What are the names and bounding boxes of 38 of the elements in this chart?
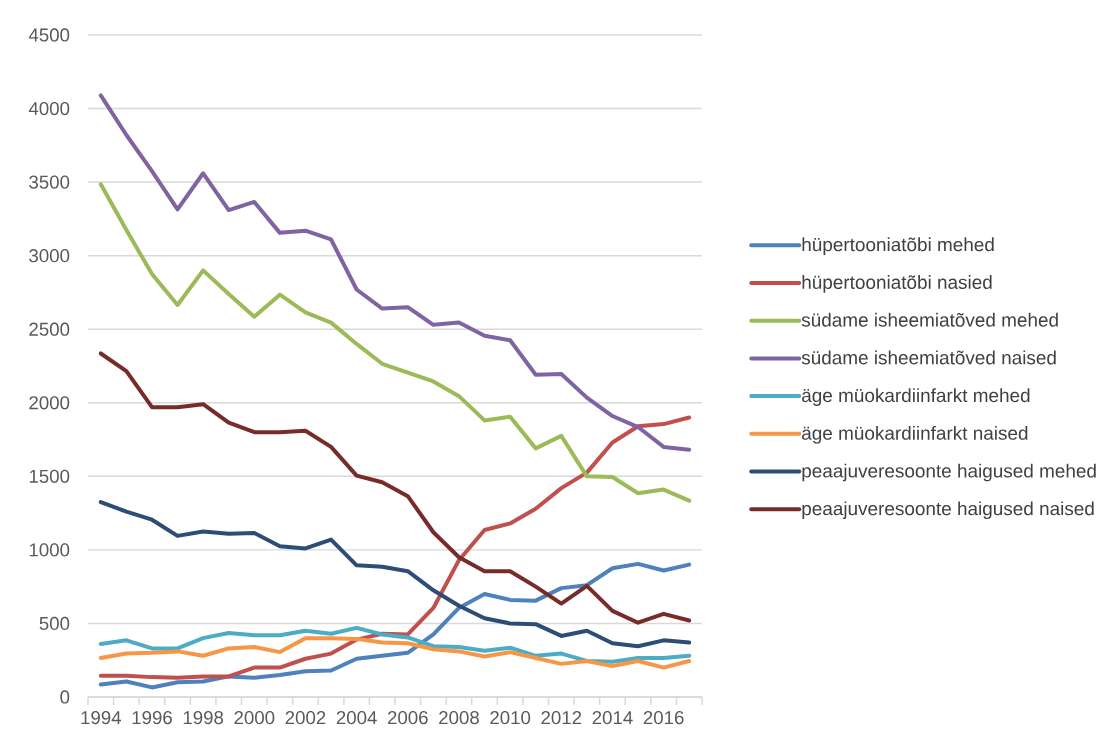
y-tick-label: 3000 bbox=[29, 249, 70, 263]
y-tick-label: 4500 bbox=[28, 28, 70, 42]
legend-label: südame isheemiatõved naised bbox=[801, 350, 1056, 365]
x-tick-label: 2010 bbox=[490, 711, 531, 725]
x-tick-label: 1998 bbox=[183, 711, 224, 725]
x-tick-label: 2006 bbox=[387, 711, 428, 725]
legend-label: hüpertooniatõbi nasied bbox=[802, 275, 992, 293]
line-series bbox=[98, 561, 692, 690]
line-series bbox=[98, 500, 692, 649]
x-tick-label: 2016 bbox=[643, 711, 684, 725]
legend-label: südame isheemiatõved mehed bbox=[801, 312, 1058, 327]
y-tick-label: 2500 bbox=[29, 322, 70, 336]
line-series bbox=[98, 625, 692, 664]
legend-label: peaajuveresoonte haigused naised bbox=[802, 501, 1094, 520]
x-tick-label: 1994 bbox=[81, 711, 121, 725]
legend-label: peaajuveresoonte haigused mehed bbox=[802, 463, 1096, 482]
x-tick-label: 2008 bbox=[439, 711, 479, 725]
x-tick-label: 2002 bbox=[285, 711, 326, 725]
x-tick-label: 2012 bbox=[541, 711, 582, 725]
x-tick-label: 2000 bbox=[234, 711, 275, 725]
legend-label: äge müokardiinfarkt mehed bbox=[802, 388, 1030, 406]
y-tick-label: 500 bbox=[39, 616, 70, 631]
line-series bbox=[98, 636, 692, 670]
legend-label: äge müokardiinfarkt naised bbox=[802, 425, 1028, 444]
y-tick-label: 3500 bbox=[29, 175, 70, 189]
y-tick-label: 1000 bbox=[29, 543, 70, 557]
y-tick-label: 4000 bbox=[28, 101, 70, 116]
line-series bbox=[98, 351, 692, 625]
x-tick-label: 2004 bbox=[336, 711, 377, 725]
x-tick-label: 2014 bbox=[592, 711, 633, 725]
x-tick-label: 1996 bbox=[132, 711, 172, 725]
line-series bbox=[98, 182, 692, 503]
y-tick-label: 2000 bbox=[29, 396, 70, 410]
line-series bbox=[98, 415, 692, 680]
y-tick-label: 0 bbox=[60, 690, 70, 704]
legend-label: hüpertooniatõbi mehed bbox=[802, 237, 994, 256]
line-series bbox=[98, 93, 692, 452]
y-tick-label: 1500 bbox=[29, 469, 70, 483]
